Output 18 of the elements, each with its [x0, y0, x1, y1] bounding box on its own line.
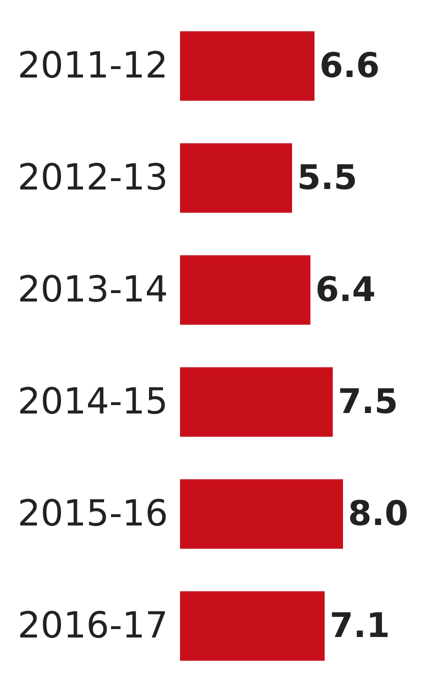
y-tick-label: 2015-16 — [18, 494, 168, 534]
bar — [180, 591, 325, 661]
bar — [180, 255, 310, 325]
data-label: 7.1 — [330, 606, 390, 646]
y-tick-label: 2014-15 — [18, 382, 168, 422]
data-label: 6.4 — [315, 270, 376, 310]
y-tick-label: 2012-13 — [18, 158, 168, 198]
y-tick-label: 2011-12 — [18, 46, 168, 86]
bar — [180, 367, 333, 437]
bar — [180, 31, 314, 101]
bar — [180, 143, 292, 213]
data-label: 6.6 — [319, 46, 380, 86]
y-tick-label: 2016-17 — [18, 606, 168, 646]
data-label: 8.0 — [348, 494, 408, 534]
bar — [180, 479, 343, 549]
data-label: 5.5 — [297, 158, 358, 198]
y-tick-label: 2013-14 — [18, 270, 168, 310]
data-label: 7.5 — [338, 382, 398, 422]
